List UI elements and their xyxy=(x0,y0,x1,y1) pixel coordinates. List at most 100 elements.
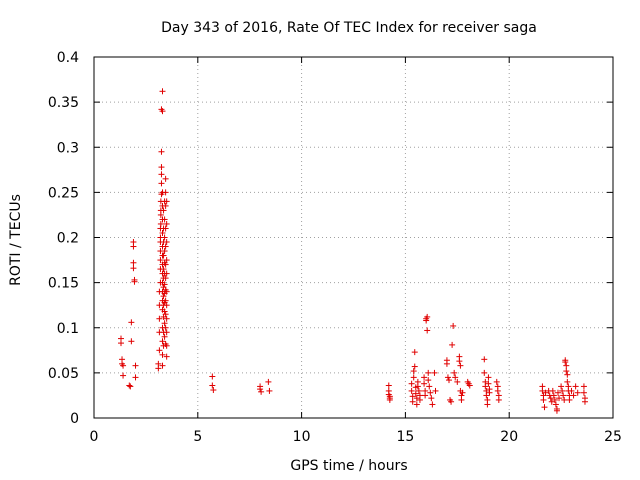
data-point xyxy=(161,333,168,340)
data-point xyxy=(542,389,549,396)
data-point xyxy=(409,398,416,405)
data-point xyxy=(156,347,163,354)
data-point xyxy=(466,382,473,389)
data-point xyxy=(163,329,170,336)
data-point xyxy=(132,362,139,369)
data-point xyxy=(426,383,433,390)
data-point xyxy=(560,392,567,399)
y-tick-label: 0.15 xyxy=(48,276,79,292)
data-point xyxy=(580,389,587,396)
data-point xyxy=(495,396,502,403)
data-point xyxy=(568,387,575,394)
data-point xyxy=(162,175,169,182)
data-point xyxy=(444,374,451,381)
data-point xyxy=(449,341,456,348)
data-point xyxy=(431,369,438,376)
data-point xyxy=(161,320,168,327)
data-point xyxy=(163,257,170,264)
data-point xyxy=(443,360,450,367)
data-point xyxy=(484,401,491,408)
data-point xyxy=(458,396,465,403)
data-point xyxy=(424,313,431,320)
data-point xyxy=(551,396,558,403)
data-point xyxy=(163,239,170,246)
data-point xyxy=(209,382,216,389)
data-point xyxy=(413,395,420,402)
data-point xyxy=(559,387,566,394)
data-point xyxy=(410,374,417,381)
data-point xyxy=(414,383,421,390)
data-point xyxy=(556,395,563,402)
data-point xyxy=(163,288,170,295)
x-tick-label: 10 xyxy=(293,429,311,445)
data-point xyxy=(162,324,169,331)
data-point xyxy=(539,387,546,394)
data-point xyxy=(163,302,170,309)
data-point xyxy=(562,359,569,366)
data-point xyxy=(553,407,560,414)
data-point xyxy=(156,315,163,322)
data-point xyxy=(563,362,570,369)
data-point xyxy=(130,259,137,266)
tick-labels: 0 5 10 15 20 25 0 0.05 0.1 0.15 0.2 0.25 0.3 0.35 0.4 xyxy=(48,50,622,445)
data-point xyxy=(157,257,164,264)
x-tick-label: 0 xyxy=(90,429,99,445)
data-point xyxy=(266,387,273,394)
data-point xyxy=(427,389,434,396)
data-point xyxy=(161,308,168,315)
data-point xyxy=(158,180,165,187)
data-point xyxy=(162,225,169,232)
data-point xyxy=(411,363,418,370)
data-point xyxy=(162,261,169,268)
data-point xyxy=(540,396,547,403)
data-point xyxy=(120,372,127,379)
data-point xyxy=(162,202,169,209)
data-point xyxy=(432,387,439,394)
data-point xyxy=(163,342,170,349)
data-point xyxy=(552,401,559,408)
data-point xyxy=(428,395,435,402)
y-tick-label: 0.05 xyxy=(48,366,79,382)
data-point xyxy=(548,398,555,405)
data-points xyxy=(117,88,588,414)
data-point xyxy=(162,275,169,282)
data-point xyxy=(572,383,579,390)
data-point xyxy=(160,252,167,259)
data-point xyxy=(445,377,452,384)
data-point xyxy=(481,369,488,376)
data-point xyxy=(574,389,581,396)
data-point xyxy=(454,378,461,385)
data-point xyxy=(132,374,139,381)
data-point xyxy=(450,322,457,329)
data-point xyxy=(482,383,489,390)
data-point xyxy=(128,319,135,326)
data-point xyxy=(549,387,556,394)
data-point xyxy=(386,393,393,400)
data-point xyxy=(481,356,488,363)
data-point xyxy=(160,266,167,273)
chart-title: Day 343 of 2016, Rate Of TEC Index for r… xyxy=(161,20,537,36)
data-point xyxy=(415,387,422,394)
data-point xyxy=(126,382,133,389)
data-point xyxy=(422,392,429,399)
data-point xyxy=(457,362,464,369)
data-point xyxy=(494,387,501,394)
y-tick-label: 0.4 xyxy=(57,50,79,66)
data-point xyxy=(163,220,170,227)
x-tick-label: 15 xyxy=(396,429,414,445)
data-point xyxy=(159,351,166,358)
data-point xyxy=(162,189,169,196)
data-point xyxy=(409,393,416,400)
data-point xyxy=(127,383,134,390)
data-point xyxy=(209,373,216,380)
data-point xyxy=(485,380,492,387)
data-point xyxy=(547,395,554,402)
data-point xyxy=(131,278,138,285)
data-point xyxy=(416,396,423,403)
data-point xyxy=(128,338,135,345)
data-point xyxy=(159,108,166,115)
data-point xyxy=(486,389,493,396)
data-point xyxy=(429,401,436,408)
